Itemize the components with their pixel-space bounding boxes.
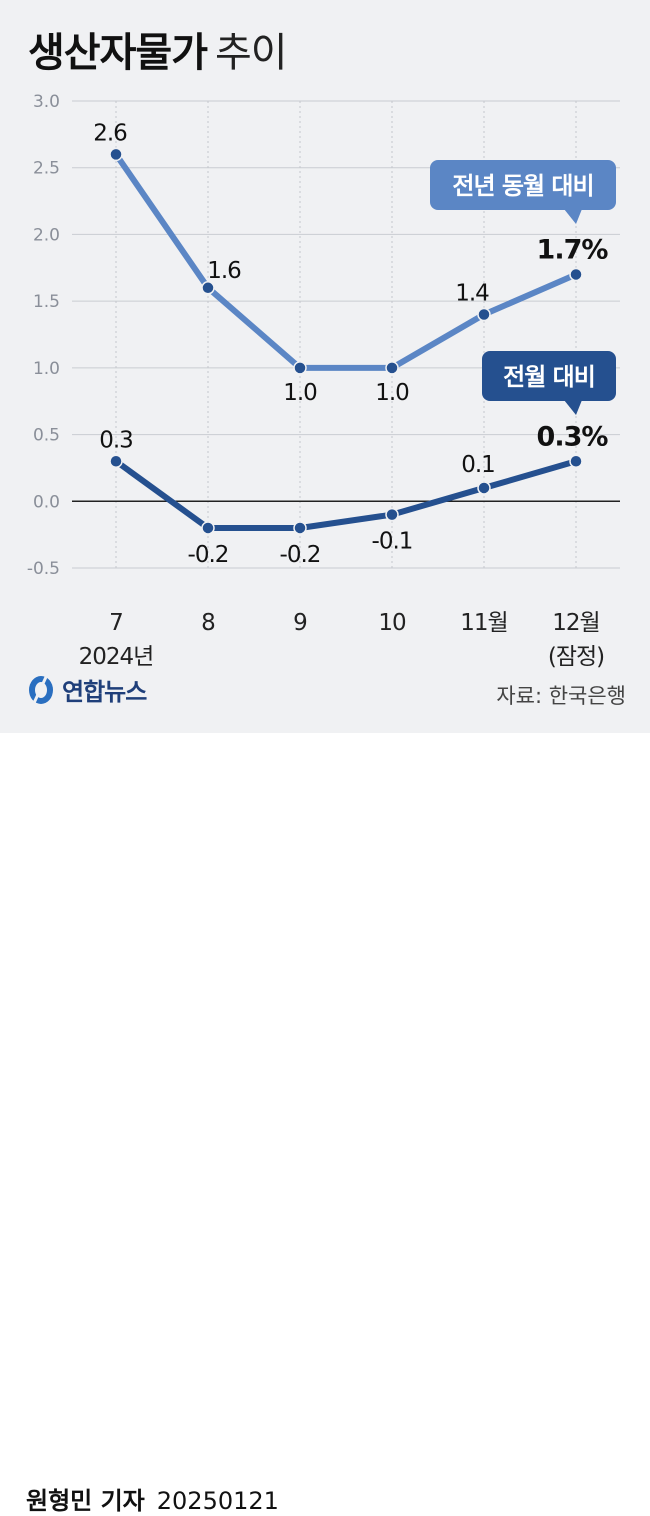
logo-text: 연합뉴스 — [62, 678, 147, 706]
data-point — [385, 507, 399, 522]
x-tick-label: 7 — [109, 610, 123, 636]
x-tick-label: 9 — [293, 610, 307, 636]
yonhap-logo: 연합뉴스 — [26, 672, 147, 707]
data-label: 2.6 — [93, 120, 127, 146]
x-tick-label: 2024년 — [79, 644, 154, 670]
yonhap-logo-icon — [29, 675, 53, 704]
data-point — [477, 481, 491, 495]
legend-bubble — [430, 160, 616, 210]
x-tick-label: 8 — [201, 610, 215, 636]
data-label: 1.6 — [207, 258, 241, 284]
x-tick-label: 12월 — [552, 610, 599, 636]
data-label: 0.1 — [461, 452, 495, 478]
x-tick-label: 10 — [378, 610, 406, 636]
data-label: -0.2 — [280, 542, 321, 568]
x-tick-label: (잠정) — [548, 644, 604, 670]
data-label: -0.1 — [372, 529, 413, 555]
data-label: 1.0 — [283, 380, 317, 406]
title-main: 생산자물가 — [28, 30, 208, 76]
data-label: 0.3% — [537, 421, 609, 452]
data-point — [385, 361, 399, 375]
data-label: 1.7% — [537, 234, 609, 265]
legend-bubble-tail — [564, 209, 582, 224]
footer: 원형민 기자 20250121 — [0, 733, 650, 1515]
data-label: 1.4 — [455, 280, 489, 306]
y-tick-label: 2.0 — [33, 225, 60, 245]
legend-bubble-tail — [564, 400, 582, 415]
y-tick-label: 1.0 — [33, 359, 60, 379]
x-tick-label: 11월 — [460, 610, 507, 636]
data-label: -0.2 — [188, 542, 229, 568]
data-label: 1.0 — [375, 380, 409, 406]
credit-date: 20250121 — [156, 1487, 279, 1515]
data-point — [109, 454, 123, 469]
data-point — [201, 521, 215, 535]
series-line-yoy — [113, 151, 579, 371]
credit-name: 원형민 기자 — [26, 1487, 145, 1515]
data-point — [293, 361, 307, 375]
y-tick-label: 2.5 — [33, 159, 60, 179]
data-point — [569, 454, 583, 469]
chart-title: 생산자물가 추이 — [28, 20, 288, 78]
data-point — [569, 267, 583, 282]
title-sub: 추이 — [215, 30, 288, 76]
data-point — [201, 281, 215, 295]
credit: 원형민 기자 20250121 — [26, 1481, 279, 1516]
data-point — [293, 521, 307, 535]
series-line-mom — [113, 458, 579, 531]
legend-bubble — [482, 351, 616, 401]
y-tick-label: 1.5 — [33, 292, 60, 312]
legend-label: 전월 대비 — [503, 363, 595, 391]
line-chart: 3.0 2.5 2.0 1.5 1.0 0.5 0.0 -0.5 7 2024년 8 9 10 11월 12… — [27, 92, 620, 670]
y-tick-label: 3.0 — [33, 92, 60, 112]
legend-label: 전년 동월 대비 — [452, 172, 593, 200]
y-tick-label: 0.0 — [33, 492, 60, 512]
source-note: 자료: 한국은행 — [496, 684, 626, 708]
y-tick-label: 0.5 — [33, 426, 60, 446]
data-point — [477, 307, 491, 322]
y-tick-label: -0.5 — [27, 559, 60, 579]
chart-card: 생산자물가 추이 3.0 2.5 2.0 1.5 1.0 0.5 0.0 -0.5 7 2024년 8… — [0, 0, 650, 733]
data-label: 0.3 — [99, 427, 133, 453]
data-point — [109, 147, 123, 162]
